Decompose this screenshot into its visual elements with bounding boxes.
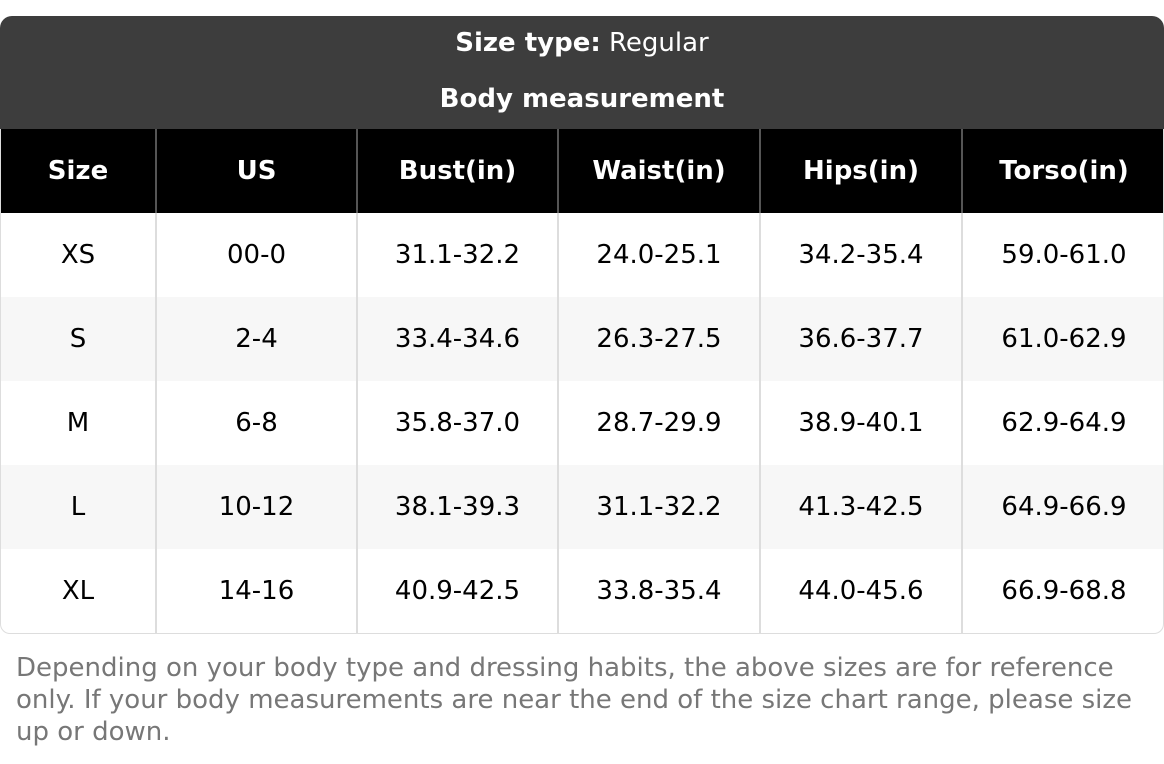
table-cell: M <box>66 408 90 438</box>
table-cell: XL <box>61 576 95 606</box>
table-row: XL 14-16 40.9-42.5 33.8-35.4 44.0-45.6 66.9-6… <box>1 549 1163 633</box>
table-cell: 2-4 <box>155 297 357 381</box>
size-type-value: Regular <box>609 28 709 58</box>
table-cell: 35.8-37.0 <box>356 381 558 465</box>
table-cell: 36.6-37.7 <box>759 297 962 381</box>
header-row: Size US Bust(in) Waist(in) Hips(in) Torso(in) <box>1 129 1163 213</box>
table-cell: 44.0-45.6 <box>759 549 962 633</box>
table-cell: 62.9-64.9 <box>961 381 1163 465</box>
table-cell: L <box>1 465 156 549</box>
table-cell: 40.9-42.5 <box>356 549 558 633</box>
table-row: S 2-4 33.4-34.6 26.3-27.5 36.6-37.7 61.0-62.9 <box>1 297 1163 381</box>
table-cell: 59.0-61.0 <box>961 213 1163 297</box>
table-cell: 10-12 <box>155 465 357 549</box>
table-cell: 33.8-35.4 <box>557 549 760 633</box>
table-cell: 6-8 <box>155 381 357 465</box>
table-cell: 61.0-62.9 <box>961 297 1163 381</box>
table-cell: S <box>1 297 156 381</box>
size-type: Size type: Regular <box>0 26 1164 60</box>
column-header: Size <box>1 129 156 213</box>
table-cell: 64.9-66.9 <box>961 465 1163 549</box>
table-box: Size US Bust(in) Waist(in) Hips(in) Torso(in)… <box>0 129 1164 634</box>
chart-header: Size type: Regular Body measurement <box>0 16 1164 129</box>
table-cell: 38.1-39.3 <box>356 465 558 549</box>
table-cell: 34.2-35.4 <box>759 213 962 297</box>
table-cell: 24.0-25.1 <box>557 213 760 297</box>
table-row: XS 00-0 31.1-32.2 24.0-25.1 34.2-35.4 59.0-61… <box>1 213 1163 297</box>
table-row: M 6-8 35.8-37.0 28.7-29.9 38.9-40.1 62.9-64.9 <box>1 381 1163 465</box>
note: Depending on your body type and dressing… <box>16 653 1133 747</box>
column-header: Bust(in) <box>356 129 558 213</box>
table-cell: 28.7-29.9 <box>557 381 760 465</box>
table-cell: 31.1-32.2 <box>356 213 558 297</box>
table-cell: 31.1-32.2 <box>557 465 760 549</box>
table-body: XS 00-0 31.1-32.2 24.0-25.1 34.2-35.4 59.0-61… <box>1 213 1163 633</box>
table-cell: 41.3-42.5 <box>759 465 962 549</box>
column-header: Torso(in) <box>961 129 1163 213</box>
table-cell: 38.9-40.1 <box>759 381 962 465</box>
column-header: Hips(in) <box>759 129 962 213</box>
table-cell: 33.4-34.6 <box>356 297 558 381</box>
size-table: Size US Bust(in) Waist(in) Hips(in) Torso(in)… <box>1 129 1163 633</box>
table-cell: 66.9-68.8 <box>961 549 1163 633</box>
column-header: US <box>155 129 357 213</box>
table-cell: 14-16 <box>155 549 357 633</box>
table-cell: 00-0 <box>155 213 357 297</box>
table-cell: XS <box>60 240 96 270</box>
size-type-label: Size type: <box>455 28 601 58</box>
column-header: Waist(in) <box>557 129 760 213</box>
table-row: L 10-12 38.1-39.3 31.1-32.2 41.3-42.5 64.9-66… <box>1 465 1163 549</box>
table-cell: 26.3-27.5 <box>557 297 760 381</box>
header-title: Body measurement <box>439 84 725 114</box>
size-chart: Size type: Regular Body measurement Size… <box>0 16 1164 634</box>
